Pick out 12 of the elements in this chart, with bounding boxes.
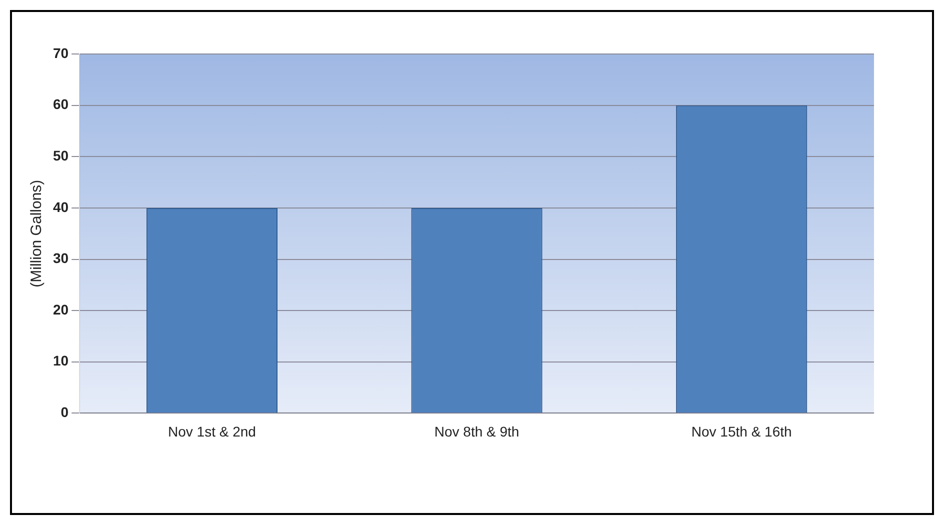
y-tick-label: 60 xyxy=(52,96,69,112)
x-tick-label: Nov 8th & 9th xyxy=(434,423,520,440)
y-tick-label: 30 xyxy=(52,250,69,266)
x-tick-label: Nov 15th & 16th xyxy=(691,423,792,440)
y-tick-label: 10 xyxy=(52,352,69,369)
y-axis-title: (Million Gallons) xyxy=(28,180,46,288)
y-tick-label: 20 xyxy=(52,301,69,318)
y-tick-label: 40 xyxy=(52,198,69,215)
y-tick-label: 70 xyxy=(52,44,69,61)
y-tick-label: 50 xyxy=(52,147,69,164)
y-tick-label: 0 xyxy=(60,404,69,420)
x-tick-label: Nov 1st & 2nd xyxy=(168,423,256,440)
